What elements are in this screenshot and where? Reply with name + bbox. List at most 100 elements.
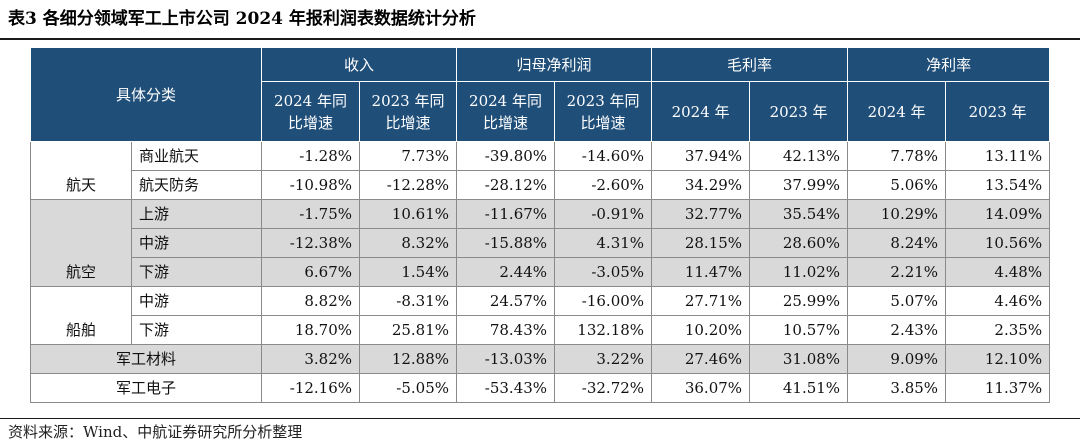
financial-summary-table: 具体分类 收入 归母净利润 毛利率 净利率 2024 年同 比增速 2023 年同…	[29, 47, 1051, 403]
value-cell: -53.43%	[456, 373, 556, 403]
value-cell: -1.75%	[261, 199, 361, 229]
value-cell: 28.15%	[651, 228, 751, 258]
value-cell: -1.28%	[261, 141, 361, 171]
value-cell: 27.71%	[651, 286, 751, 316]
header-revenue-growth-2023: 2023 年同 比增速	[359, 81, 458, 142]
subcategory-cell: 下游	[130, 315, 263, 345]
value-cell: 12.10%	[945, 344, 1051, 374]
value-cell: 8.32%	[359, 228, 458, 258]
value-cell: -15.88%	[456, 228, 556, 258]
subcategory-cell: 上游	[130, 199, 263, 229]
value-cell: -11.67%	[456, 199, 556, 229]
value-cell: 37.94%	[651, 141, 751, 171]
value-cell: 10.61%	[359, 199, 458, 229]
table-row: 下游 6.67% 1.54% 2.44% -3.05% 11.47% 11.02…	[31, 257, 1051, 287]
value-cell: 2.21%	[847, 257, 947, 287]
value-cell: -14.60%	[554, 141, 653, 171]
header-net-margin-2024: 2024 年	[847, 81, 947, 142]
table-row: 下游 18.70% 25.81% 78.43% 132.18% 10.20% 1…	[31, 315, 1051, 345]
group-label-aviation: 航空	[30, 199, 132, 287]
value-cell: 34.29%	[651, 170, 751, 200]
value-cell: -32.72%	[554, 373, 653, 403]
value-cell: -8.31%	[359, 286, 458, 316]
value-cell: 11.02%	[749, 257, 849, 287]
value-cell: 1.54%	[359, 257, 458, 287]
value-cell: 10.56%	[945, 228, 1051, 258]
subcategory-cell: 中游	[130, 286, 263, 316]
value-cell: 10.29%	[847, 199, 947, 229]
value-cell: -12.16%	[261, 373, 361, 403]
table-row: 航天防务 -10.98% -12.28% -28.12% -2.60% 34.2…	[31, 170, 1051, 200]
value-cell: 25.81%	[359, 315, 458, 345]
table-row: 航天 商业航天 -1.28% 7.73% -39.80% -14.60% 37.…	[30, 141, 1051, 200]
table-row: 军工电子 -12.16% -5.05% -53.43% -32.72% 36.0…	[29, 373, 1051, 403]
bottom-rule	[0, 418, 1080, 419]
header-net-profit-parent: 归母净利润	[456, 47, 653, 82]
value-cell: 27.46%	[651, 344, 751, 374]
header-net-margin-2023: 2023 年	[945, 81, 1051, 142]
value-cell: 10.20%	[651, 315, 751, 345]
subcategory-cell: 中游	[130, 228, 263, 258]
header-revenue-growth-2024: 2024 年同 比增速	[261, 81, 361, 142]
value-cell: -2.60%	[554, 170, 653, 200]
top-rule	[0, 38, 1080, 40]
header-profit-growth-2024: 2024 年同 比增速	[456, 81, 556, 142]
source-note: 资料来源：Wind、中航证券研究所分析整理	[8, 423, 303, 441]
value-cell: 3.82%	[261, 344, 361, 374]
value-cell: 37.99%	[749, 170, 849, 200]
value-cell: -28.12%	[456, 170, 556, 200]
value-cell: 11.47%	[651, 257, 751, 287]
value-cell: 5.07%	[847, 286, 947, 316]
value-cell: -13.03%	[456, 344, 556, 374]
header-gross-margin-2024: 2024 年	[651, 81, 751, 142]
value-cell: 4.31%	[554, 228, 653, 258]
value-cell: -16.00%	[554, 286, 653, 316]
value-cell: -10.98%	[261, 170, 361, 200]
value-cell: 28.60%	[749, 228, 849, 258]
table-row: 航空 上游 -1.75% 10.61% -11.67% -0.91% 32.77…	[30, 199, 1051, 287]
category-label-materials: 军工材料	[29, 344, 263, 374]
header-gross-margin-2023: 2023 年	[749, 81, 849, 142]
value-cell: 78.43%	[456, 315, 556, 345]
subcategory-cell: 下游	[130, 257, 263, 287]
value-cell: 7.73%	[359, 141, 458, 171]
value-cell: 13.54%	[945, 170, 1051, 200]
value-cell: 18.70%	[261, 315, 361, 345]
value-cell: 11.37%	[945, 373, 1051, 403]
value-cell: 6.67%	[261, 257, 361, 287]
category-label-electronics: 军工电子	[29, 373, 263, 403]
value-cell: 42.13%	[749, 141, 849, 171]
subcategory-cell: 航天防务	[130, 170, 263, 200]
table-row: 中游 -12.38% 8.32% -15.88% 4.31% 28.15% 28…	[31, 228, 1051, 258]
value-cell: 132.18%	[554, 315, 653, 345]
header-gross-margin: 毛利率	[651, 47, 849, 82]
value-cell: 41.51%	[749, 373, 849, 403]
value-cell: -12.28%	[359, 170, 458, 200]
value-cell: -12.38%	[261, 228, 361, 258]
value-cell: 35.54%	[749, 199, 849, 229]
value-cell: 5.06%	[847, 170, 947, 200]
group-label-shipbuilding: 船舶	[30, 286, 132, 345]
value-cell: -3.05%	[554, 257, 653, 287]
value-cell: 24.57%	[456, 286, 556, 316]
value-cell: 4.48%	[945, 257, 1051, 287]
value-cell: 10.57%	[749, 315, 849, 345]
header-revenue: 收入	[261, 47, 458, 82]
table-caption: 表3 各细分领域军工上市公司 2024 年报利润表数据统计分析	[8, 9, 476, 29]
header-profit-growth-2023: 2023 年同 比增速	[554, 81, 653, 142]
value-cell: 7.78%	[847, 141, 947, 171]
value-cell: 3.22%	[554, 344, 653, 374]
value-cell: 2.44%	[456, 257, 556, 287]
value-cell: 8.82%	[261, 286, 361, 316]
value-cell: 14.09%	[945, 199, 1051, 229]
value-cell: 9.09%	[847, 344, 947, 374]
value-cell: 2.43%	[847, 315, 947, 345]
value-cell: 36.07%	[651, 373, 751, 403]
value-cell: 13.11%	[945, 141, 1051, 171]
value-cell: 31.08%	[749, 344, 849, 374]
value-cell: 25.99%	[749, 286, 849, 316]
value-cell: 32.77%	[651, 199, 751, 229]
table-row: 船舶 中游 8.82% -8.31% 24.57% -16.00% 27.71%…	[30, 286, 1051, 345]
value-cell: 8.24%	[847, 228, 947, 258]
value-cell: 12.88%	[359, 344, 458, 374]
